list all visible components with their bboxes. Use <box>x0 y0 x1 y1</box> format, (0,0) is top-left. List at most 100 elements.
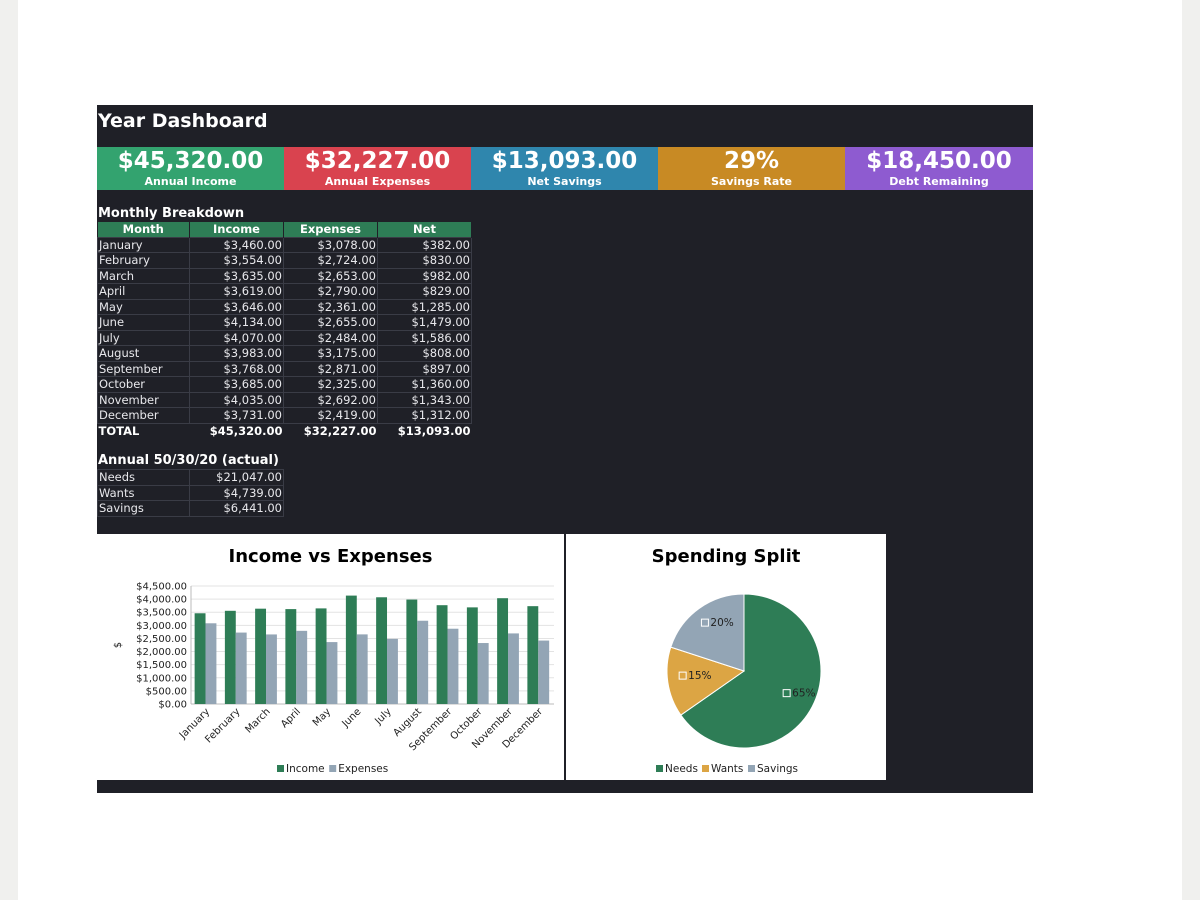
column-header: Net <box>377 222 472 237</box>
value-cell: $3,731.00 <box>189 407 284 424</box>
value-cell: $1,312.00 <box>377 407 472 424</box>
table-row: Wants $4,739.00 <box>97 484 284 501</box>
month-cell: June <box>97 314 190 331</box>
x-tick-label: March <box>243 706 272 735</box>
value-cell: $2,790.00 <box>283 283 378 300</box>
value-cell: $3,619.00 <box>189 283 284 300</box>
month-cell: May <box>97 298 190 315</box>
month-cell: September <box>97 360 190 377</box>
value-cell: $982.00 <box>377 267 472 284</box>
kpi-value: $18,450.00 <box>866 148 1012 174</box>
value-cell: $1,360.00 <box>377 376 472 393</box>
legend-swatch <box>277 765 284 772</box>
bar-income <box>497 598 509 704</box>
bar-income <box>406 599 418 704</box>
column-header: Income <box>189 222 284 237</box>
table-row: Needs $21,047.00 <box>97 469 284 486</box>
value-cell: $1,343.00 <box>377 391 472 408</box>
value-cell: $830.00 <box>377 252 472 269</box>
legend-label: Savings <box>757 763 798 775</box>
category-cell: Needs <box>97 469 190 486</box>
data-label: 15% <box>688 670 711 682</box>
y-tick-label: $1,500.00 <box>136 660 187 671</box>
kpi-label: Annual Income <box>144 175 237 188</box>
month-cell: February <box>97 252 190 269</box>
monthly-breakdown-title: Monthly Breakdown <box>98 206 245 221</box>
kpi-value: $45,320.00 <box>117 148 264 174</box>
bar-income <box>224 610 236 704</box>
value-cell: $3,554.00 <box>189 252 284 269</box>
chart-title: Spending Split <box>651 546 801 567</box>
bar-income <box>194 613 206 704</box>
y-tick-label: $2,500.00 <box>136 634 187 645</box>
value-cell: $4,070.00 <box>189 329 284 346</box>
value-cell: $3,685.00 <box>189 376 284 393</box>
table-row: July $4,070.00 $2,484.00 $1,586.00 <box>97 329 472 346</box>
data-label-swatch <box>700 618 709 627</box>
table-row: March $3,635.00 $2,653.00 $982.00 <box>97 267 472 284</box>
value-cell: $897.00 <box>377 360 472 377</box>
kpi-label: Net Savings <box>527 175 602 188</box>
value-cell: $3,460.00 <box>189 236 284 253</box>
kpi-label: Annual Expenses <box>324 175 431 188</box>
legend-label: Wants <box>711 763 743 775</box>
kpi-value: $32,227.00 <box>304 148 451 174</box>
value-cell: $2,361.00 <box>283 298 378 315</box>
table-row: December $3,731.00 $2,419.00 $1,312.00 <box>97 407 472 424</box>
value-cell: $3,175.00 <box>283 345 378 362</box>
table-row: October $3,685.00 $2,325.00 $1,360.00 <box>97 376 472 393</box>
legend-swatch <box>656 765 663 772</box>
bar-income <box>527 606 539 704</box>
y-tick-label: $3,000.00 <box>136 621 187 632</box>
amount-cell: $4,739.00 <box>189 484 284 501</box>
split-table: Needs $21,047.00 Wants $4,739.00 Savings $6,4… <box>97 469 284 517</box>
bar-expenses <box>508 633 519 704</box>
kpi-label: Debt Remaining <box>889 175 989 188</box>
bar-expenses <box>235 632 247 704</box>
y-tick-label: $1,000.00 <box>136 673 187 684</box>
bar-expenses <box>477 643 489 704</box>
value-cell: $1,586.00 <box>377 329 472 346</box>
table-row: February $3,554.00 $2,724.00 $830.00 <box>97 252 472 269</box>
legend-swatch <box>329 765 337 772</box>
x-tick-label: July <box>373 706 394 727</box>
data-label-swatch <box>678 671 687 680</box>
y-axis-label: $ <box>113 642 124 648</box>
bar-expenses <box>447 628 459 704</box>
value-cell: $2,871.00 <box>283 360 378 377</box>
month-cell: November <box>97 391 190 408</box>
value-cell: $2,692.00 <box>283 391 378 408</box>
bar-expenses <box>356 634 368 704</box>
value-cell: $2,653.00 <box>283 267 378 284</box>
table-header-row: Month Income Expenses Net <box>97 222 472 237</box>
month-cell: July <box>97 329 190 346</box>
column-header: Month <box>97 222 190 237</box>
x-tick-label: June <box>340 706 364 730</box>
kpi-savings-rate: 29% Savings Rate <box>658 147 845 190</box>
bar-income <box>376 597 388 704</box>
total-row: TOTAL $45,320.00 $32,227.00 $13,093.00 <box>98 423 472 438</box>
total-value: $13,093.00 <box>397 423 471 438</box>
table-row: June $4,134.00 $2,655.00 $1,479.00 <box>97 314 472 331</box>
bar-income <box>285 609 297 704</box>
data-label-swatch <box>782 689 791 698</box>
value-cell: $808.00 <box>377 345 472 362</box>
value-cell: $4,134.00 <box>189 314 284 331</box>
value-cell: $829.00 <box>377 283 472 300</box>
bar-expenses <box>266 634 277 704</box>
legend-label: Expenses <box>338 763 388 775</box>
amount-cell: $6,441.00 <box>189 500 284 517</box>
month-cell: March <box>97 267 190 284</box>
category-cell: Wants <box>97 484 190 501</box>
bar-income <box>255 608 267 704</box>
data-label: 65% <box>792 688 815 700</box>
value-cell: $2,655.00 <box>283 314 378 331</box>
legend-label: Needs <box>665 763 698 775</box>
monthly-breakdown-table: Month Income Expenses Net January $3,460.… <box>97 222 472 438</box>
table-row: Savings $6,441.00 <box>97 500 284 517</box>
value-cell: $3,983.00 <box>189 345 284 362</box>
category-cell: Savings <box>97 500 190 517</box>
value-cell: $3,078.00 <box>283 236 378 253</box>
kpi-value: 29% <box>723 148 780 174</box>
bar-income <box>466 607 478 704</box>
